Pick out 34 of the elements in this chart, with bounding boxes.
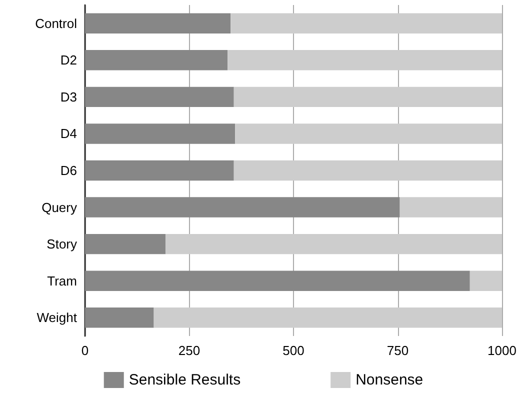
y-tick-label: D3 [60, 89, 77, 104]
bar [85, 197, 400, 218]
bar [400, 197, 502, 218]
bar [234, 160, 502, 181]
y-tick-label: D2 [60, 52, 77, 68]
bar [85, 124, 236, 144]
x-tick-label: 250 [178, 343, 200, 358]
y-tick-label: Query [42, 200, 78, 215]
y-tick-label: Story [46, 236, 78, 252]
bar [85, 86, 234, 108]
bar [228, 50, 502, 70]
bar [85, 50, 228, 70]
bar [230, 13, 502, 34]
bar [165, 234, 502, 254]
y-tick-label: D6 [60, 163, 77, 178]
bar [85, 307, 154, 328]
bar [154, 307, 502, 328]
bar [85, 160, 234, 181]
y-tick-label: Weight [36, 310, 78, 326]
bar [85, 234, 166, 254]
x-tick-label: 750 [386, 343, 409, 358]
bar [470, 270, 502, 291]
x-tick-label: 1000 [488, 343, 516, 358]
y-tick-label: Control [35, 16, 78, 31]
x-tick-label: 500 [282, 343, 304, 358]
y-tick-label: D4 [60, 126, 77, 142]
y-tick-label: Tram [47, 273, 77, 288]
legend-label: Nonsense [356, 372, 424, 388]
bar [235, 124, 502, 144]
bar [234, 86, 502, 108]
legend-label: Sensible Results [128, 372, 241, 388]
bar [85, 13, 231, 34]
x-tick-label: 0 [81, 343, 89, 358]
bar [85, 270, 470, 291]
